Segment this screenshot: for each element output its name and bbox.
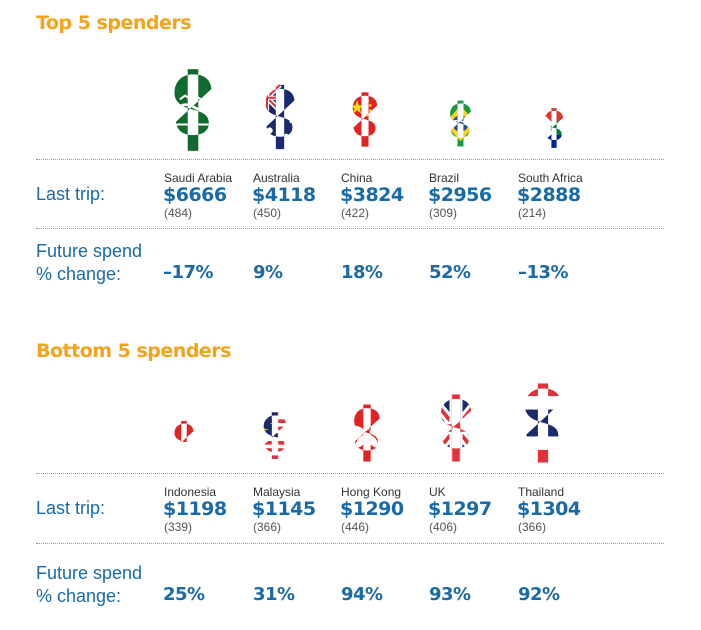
respondent-count: (366) xyxy=(253,520,282,534)
divider xyxy=(36,228,664,229)
future-spend-change: 31% xyxy=(253,584,295,605)
respondent-count: (366) xyxy=(518,520,547,534)
row-label-pct-change: % change: xyxy=(36,586,122,606)
spend-amount: $4118 xyxy=(252,184,316,206)
future-spend-change: 94% xyxy=(341,584,383,605)
row-label-future-spend: Future spend xyxy=(36,241,143,261)
australia-flag-dollar-icon xyxy=(258,81,302,151)
respondent-count: (214) xyxy=(518,206,547,220)
row-label-future-spend: Future spend xyxy=(36,563,143,583)
country-label: Australia xyxy=(253,171,300,185)
country-label: UK xyxy=(429,485,446,499)
country-label: Hong Kong xyxy=(341,485,402,499)
respondent-count: (406) xyxy=(429,520,458,534)
section-title-top: Top 5 spenders xyxy=(36,12,192,34)
hong-kong-flag-dollar-icon xyxy=(347,401,387,463)
divider xyxy=(36,473,664,474)
spend-amount: $6666 xyxy=(163,184,227,206)
country-label: Indonesia xyxy=(164,485,217,499)
uk-flag-dollar-icon xyxy=(433,391,479,464)
respondent-count: (422) xyxy=(341,206,370,220)
section-title-bottom: Bottom 5 spenders xyxy=(36,340,232,362)
indonesia-flag-dollar-icon xyxy=(169,418,199,465)
divider xyxy=(36,543,664,544)
spend-amount: $2956 xyxy=(428,184,492,206)
spend-amount: $1198 xyxy=(163,498,227,520)
future-spend-change: 52% xyxy=(429,262,471,283)
future-spend-change: 18% xyxy=(341,262,383,283)
future-spend-change: 9% xyxy=(253,262,283,283)
respondent-count: (339) xyxy=(164,520,193,534)
respondent-count: (309) xyxy=(429,206,458,220)
china-flag-dollar-icon xyxy=(346,89,384,149)
spend-amount: $1297 xyxy=(428,498,492,520)
future-spend-change: –13% xyxy=(518,262,569,283)
row-label-pct-change: % change: xyxy=(36,264,122,284)
country-label: Malaysia xyxy=(253,485,301,499)
respondent-count: (450) xyxy=(253,206,282,220)
divider xyxy=(36,159,664,160)
thailand-flag-dollar-icon xyxy=(516,379,570,465)
country-label: South Africa xyxy=(518,171,583,185)
spend-amount: $1145 xyxy=(252,498,316,520)
spend-amount: $1290 xyxy=(340,498,404,520)
saudi-arabia-flag-dollar-icon xyxy=(165,65,221,153)
country-label: China xyxy=(341,171,373,185)
spend-amount: $1304 xyxy=(517,498,581,520)
spend-amount: $3824 xyxy=(340,184,404,206)
row-label-last-trip: Last trip: xyxy=(36,498,106,518)
country-label: Thailand xyxy=(518,485,565,499)
south-africa-flag-dollar-icon xyxy=(540,106,568,149)
future-spend-change: 25% xyxy=(163,584,205,605)
respondent-count: (446) xyxy=(341,520,370,534)
country-label: Brazil xyxy=(429,171,460,185)
spend-amount: $2888 xyxy=(517,184,581,206)
future-spend-change: –17% xyxy=(163,262,214,283)
brazil-flag-dollar-icon xyxy=(444,98,477,148)
row-label-last-trip: Last trip: xyxy=(36,184,106,204)
future-spend-change: 92% xyxy=(518,584,560,605)
future-spend-change: 93% xyxy=(429,584,471,605)
malaysia-flag-dollar-icon xyxy=(258,409,292,463)
country-label: Saudi Arabia xyxy=(164,171,233,185)
respondent-count: (484) xyxy=(164,206,193,220)
